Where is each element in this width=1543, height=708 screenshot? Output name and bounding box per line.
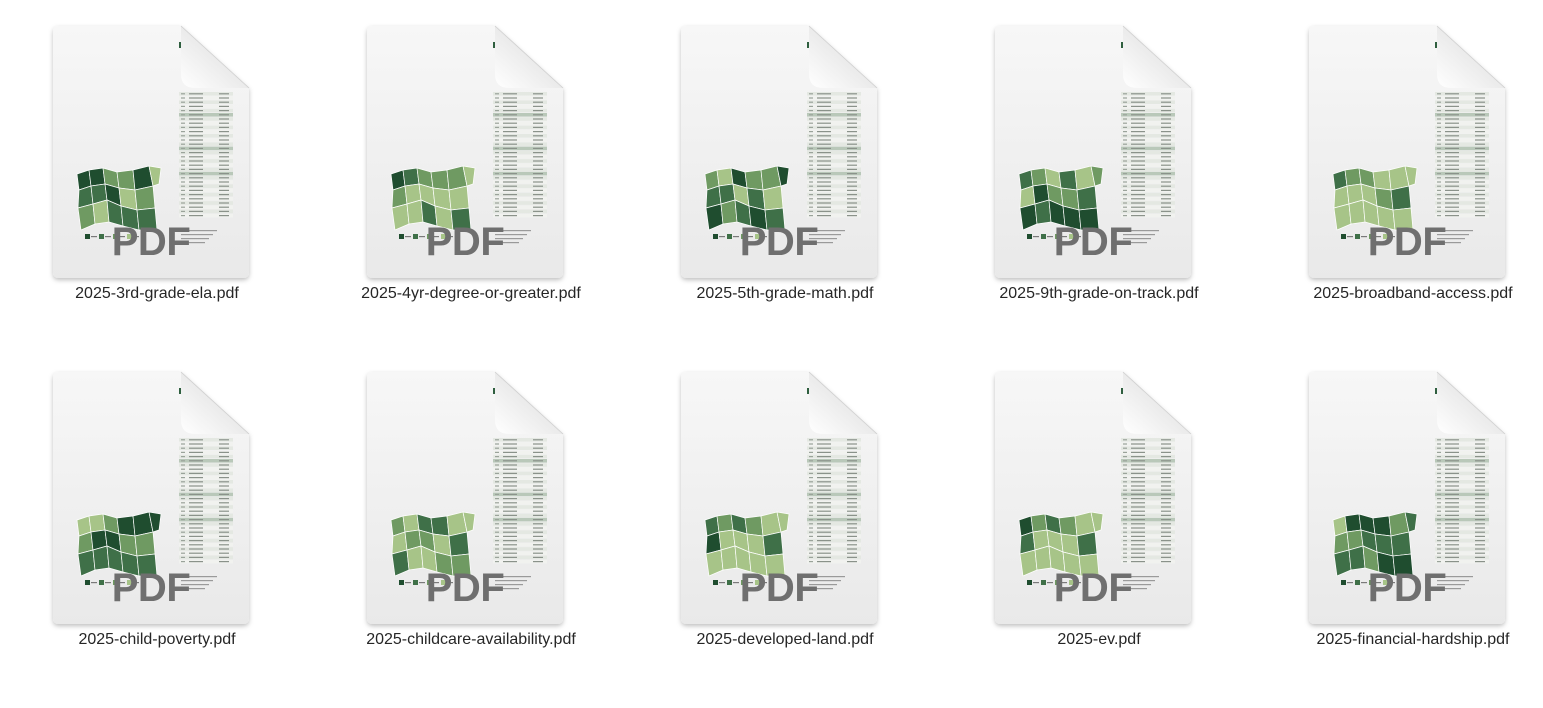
pdf-badge-label: PDF	[425, 220, 505, 264]
table-preview	[1121, 42, 1175, 218]
pdf-file-icon[interactable]: PDF	[681, 25, 878, 278]
pdf-badge-label: PDF	[1367, 566, 1447, 610]
file-name-label[interactable]: 2025-financial-hardship.pdf	[1316, 631, 1510, 648]
legend-preview	[1341, 580, 1395, 585]
pdf-file-icon[interactable]: PDF	[1309, 371, 1506, 624]
file-name-label[interactable]: 2025-ev.pdf	[1057, 631, 1141, 648]
pdf-file-icon[interactable]: PDF	[681, 371, 878, 624]
file-item[interactable]: PDF 2025-child-poverty.pdf	[0, 346, 314, 692]
pdf-badge-label: PDF	[425, 566, 505, 610]
map-preview	[1332, 511, 1418, 577]
map-preview	[390, 165, 476, 231]
pdf-badge-label: PDF	[1053, 566, 1133, 610]
pdf-file-icon[interactable]: PDF	[53, 371, 250, 624]
file-name-label[interactable]: 2025-4yr-degree-or-greater.pdf	[361, 285, 581, 302]
table-preview	[179, 42, 233, 218]
table-preview	[1435, 388, 1489, 564]
file-item[interactable]: PDF 2025-childcare-availability.pdf	[314, 346, 628, 692]
table-preview	[807, 42, 861, 218]
file-item[interactable]: PDF 2025-developed-land.pdf	[628, 346, 942, 692]
map-preview	[76, 511, 162, 577]
legend-preview	[399, 234, 453, 239]
pdf-badge-label: PDF	[739, 220, 819, 264]
pdf-file-icon[interactable]: PDF	[995, 371, 1192, 624]
map-preview	[1332, 165, 1418, 231]
legend-preview	[85, 234, 139, 239]
pdf-file-icon[interactable]: PDF	[367, 371, 564, 624]
table-preview	[807, 388, 861, 564]
pdf-badge-label: PDF	[739, 566, 819, 610]
map-preview	[1018, 511, 1104, 577]
map-preview	[76, 165, 162, 231]
file-item[interactable]: PDF 2025-ev.pdf	[942, 346, 1256, 692]
legend-preview	[713, 234, 767, 239]
map-preview	[704, 165, 790, 231]
legend-preview	[399, 580, 453, 585]
pdf-badge-label: PDF	[1367, 220, 1447, 264]
table-preview	[1435, 42, 1489, 218]
pdf-badge-label: PDF	[1053, 220, 1133, 264]
file-name-label[interactable]: 2025-childcare-availability.pdf	[366, 631, 576, 648]
map-preview	[1018, 165, 1104, 231]
file-name-label[interactable]: 2025-3rd-grade-ela.pdf	[75, 285, 239, 302]
file-item[interactable]: PDF 2025-financial-hardship.pdf	[1256, 346, 1543, 692]
file-name-label[interactable]: 2025-developed-land.pdf	[696, 631, 874, 648]
file-name-label[interactable]: 2025-9th-grade-on-track.pdf	[999, 285, 1199, 302]
file-item[interactable]: PDF 2025-9th-grade-on-track.pdf	[942, 0, 1256, 346]
pdf-file-icon[interactable]: PDF	[367, 25, 564, 278]
pdf-badge-label: PDF	[111, 220, 191, 264]
table-preview	[493, 388, 547, 564]
file-item[interactable]: PDF 2025-broadband-access.pdf	[1256, 0, 1543, 346]
table-preview	[1121, 388, 1175, 564]
pdf-file-icon[interactable]: PDF	[53, 25, 250, 278]
file-item[interactable]: PDF 2025-4yr-degree-or-greater.pdf	[314, 0, 628, 346]
table-preview	[493, 42, 547, 218]
legend-preview	[85, 580, 139, 585]
file-name-label[interactable]: 2025-broadband-access.pdf	[1313, 285, 1513, 302]
file-name-label[interactable]: 2025-child-poverty.pdf	[78, 631, 236, 648]
table-preview	[179, 388, 233, 564]
legend-preview	[713, 580, 767, 585]
pdf-file-icon[interactable]: PDF	[1309, 25, 1506, 278]
file-item[interactable]: PDF 2025-5th-grade-math.pdf	[628, 0, 942, 346]
map-preview	[390, 511, 476, 577]
legend-preview	[1027, 234, 1081, 239]
file-item[interactable]: PDF 2025-3rd-grade-ela.pdf	[0, 0, 314, 346]
legend-preview	[1341, 234, 1395, 239]
legend-preview	[1027, 580, 1081, 585]
pdf-badge-label: PDF	[111, 566, 191, 610]
pdf-file-icon[interactable]: PDF	[995, 25, 1192, 278]
file-name-label[interactable]: 2025-5th-grade-math.pdf	[696, 285, 874, 302]
map-preview	[704, 511, 790, 577]
